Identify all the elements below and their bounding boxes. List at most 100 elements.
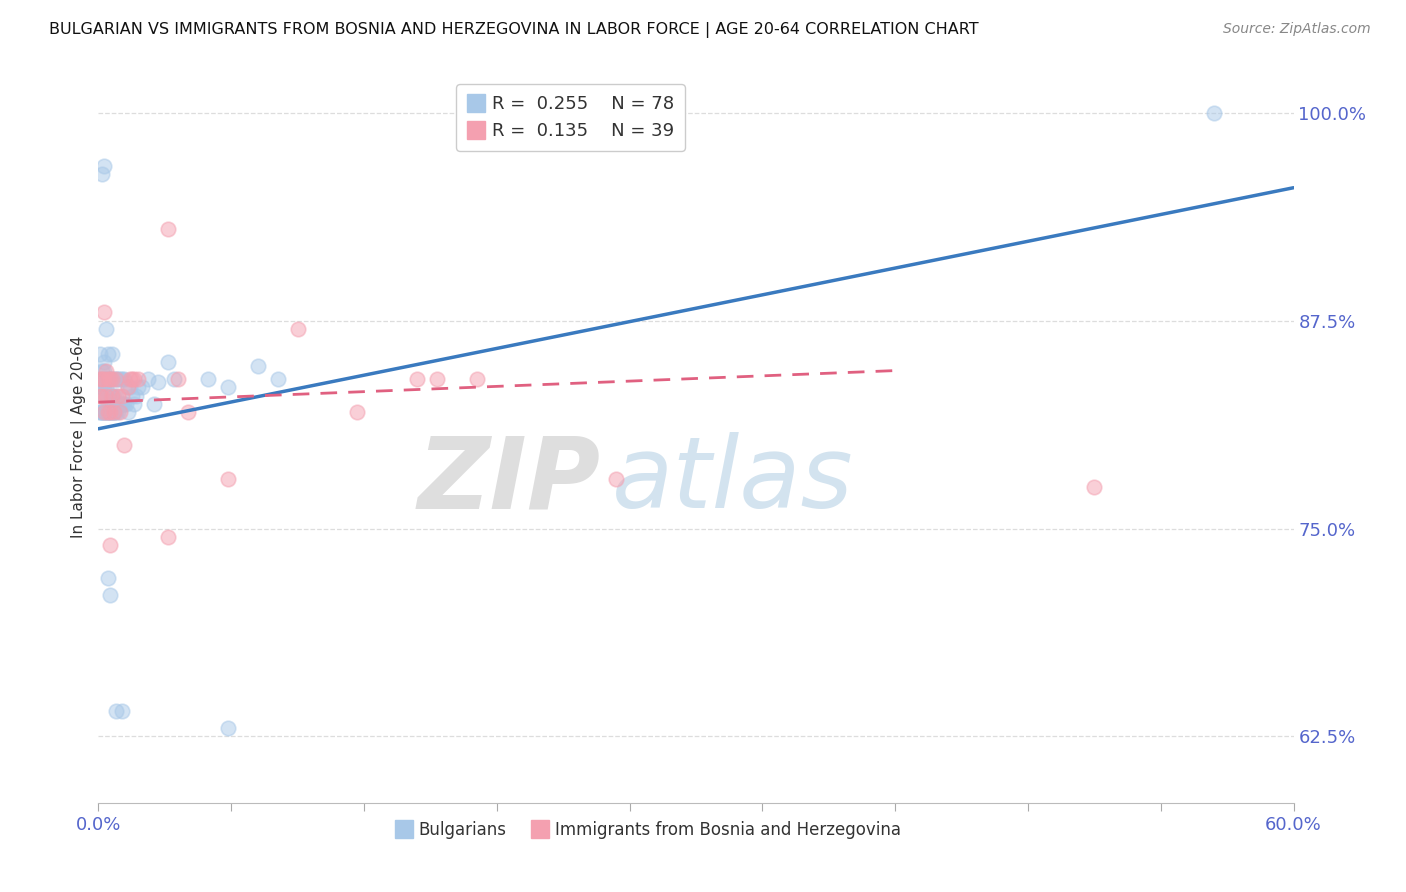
- Point: [111, 372, 134, 386]
- Point: [105, 704, 128, 718]
- Point: [117, 405, 139, 419]
- Point: [111, 397, 134, 411]
- Point: [107, 405, 129, 419]
- Point: [112, 438, 135, 452]
- Point: [110, 397, 132, 411]
- Point: [217, 721, 239, 735]
- Point: [93, 405, 115, 419]
- Point: [91, 363, 114, 377]
- Point: [605, 472, 627, 486]
- Point: [91, 380, 114, 394]
- Point: [465, 372, 488, 386]
- Point: [89, 388, 111, 402]
- Point: [406, 372, 429, 386]
- Point: [346, 405, 368, 419]
- Point: [267, 372, 290, 386]
- Text: Source: ZipAtlas.com: Source: ZipAtlas.com: [1223, 22, 1371, 37]
- Point: [124, 397, 146, 411]
- Point: [110, 405, 132, 419]
- Text: ZIP: ZIP: [418, 433, 600, 530]
- Point: [98, 405, 122, 419]
- Point: [93, 372, 115, 386]
- Point: [97, 372, 120, 386]
- Point: [91, 168, 114, 182]
- Point: [96, 380, 118, 394]
- Point: [1083, 480, 1105, 494]
- Point: [97, 347, 120, 361]
- Point: [103, 372, 125, 386]
- Y-axis label: In Labor Force | Age 20-64: In Labor Force | Age 20-64: [72, 336, 87, 538]
- Point: [426, 372, 449, 386]
- Point: [89, 347, 111, 361]
- Point: [98, 405, 122, 419]
- Point: [103, 405, 125, 419]
- Point: [121, 388, 143, 402]
- Point: [105, 388, 128, 402]
- Point: [97, 405, 120, 419]
- Point: [157, 355, 180, 369]
- Point: [98, 405, 122, 419]
- Text: BULGARIAN VS IMMIGRANTS FROM BOSNIA AND HERZEGOVINA IN LABOR FORCE | AGE 20-64 C: BULGARIAN VS IMMIGRANTS FROM BOSNIA AND …: [49, 22, 979, 38]
- Point: [89, 405, 111, 419]
- Point: [93, 405, 115, 419]
- Point: [101, 372, 124, 386]
- Point: [143, 397, 166, 411]
- Point: [111, 388, 134, 402]
- Point: [91, 372, 114, 386]
- Point: [120, 372, 142, 386]
- Point: [217, 380, 239, 394]
- Point: [89, 372, 111, 386]
- Point: [101, 372, 124, 386]
- Point: [103, 388, 125, 402]
- Point: [117, 380, 139, 394]
- Point: [91, 405, 114, 419]
- Legend: Bulgarians, Immigrants from Bosnia and Herzegovina: Bulgarians, Immigrants from Bosnia and H…: [388, 814, 908, 846]
- Point: [117, 380, 139, 394]
- Point: [98, 588, 122, 602]
- Point: [127, 372, 149, 386]
- Point: [101, 405, 124, 419]
- Point: [98, 372, 122, 386]
- Point: [157, 530, 180, 544]
- Point: [136, 372, 159, 386]
- Point: [89, 372, 111, 386]
- Point: [105, 405, 128, 419]
- Point: [103, 405, 125, 419]
- Point: [93, 363, 115, 377]
- Point: [101, 405, 124, 419]
- Point: [97, 405, 120, 419]
- Point: [96, 372, 118, 386]
- Point: [93, 355, 115, 369]
- Point: [103, 405, 125, 419]
- Point: [89, 405, 111, 419]
- Point: [177, 405, 200, 419]
- Point: [97, 571, 120, 585]
- Point: [105, 372, 128, 386]
- Point: [93, 380, 115, 394]
- Point: [93, 305, 115, 319]
- Point: [98, 372, 122, 386]
- Point: [101, 388, 124, 402]
- Point: [127, 380, 149, 394]
- Point: [1202, 106, 1225, 120]
- Point: [91, 380, 114, 394]
- Point: [96, 363, 118, 377]
- Point: [96, 388, 118, 402]
- Point: [115, 397, 138, 411]
- Point: [163, 372, 186, 386]
- Point: [96, 405, 118, 419]
- Point: [96, 405, 118, 419]
- Point: [124, 372, 146, 386]
- Point: [120, 380, 142, 394]
- Point: [197, 372, 219, 386]
- Point: [101, 388, 124, 402]
- Point: [110, 372, 132, 386]
- Point: [105, 372, 128, 386]
- Point: [96, 322, 118, 336]
- Point: [93, 159, 115, 173]
- Point: [98, 538, 122, 552]
- Point: [91, 405, 114, 419]
- Point: [97, 405, 120, 419]
- Point: [217, 472, 239, 486]
- Point: [112, 372, 135, 386]
